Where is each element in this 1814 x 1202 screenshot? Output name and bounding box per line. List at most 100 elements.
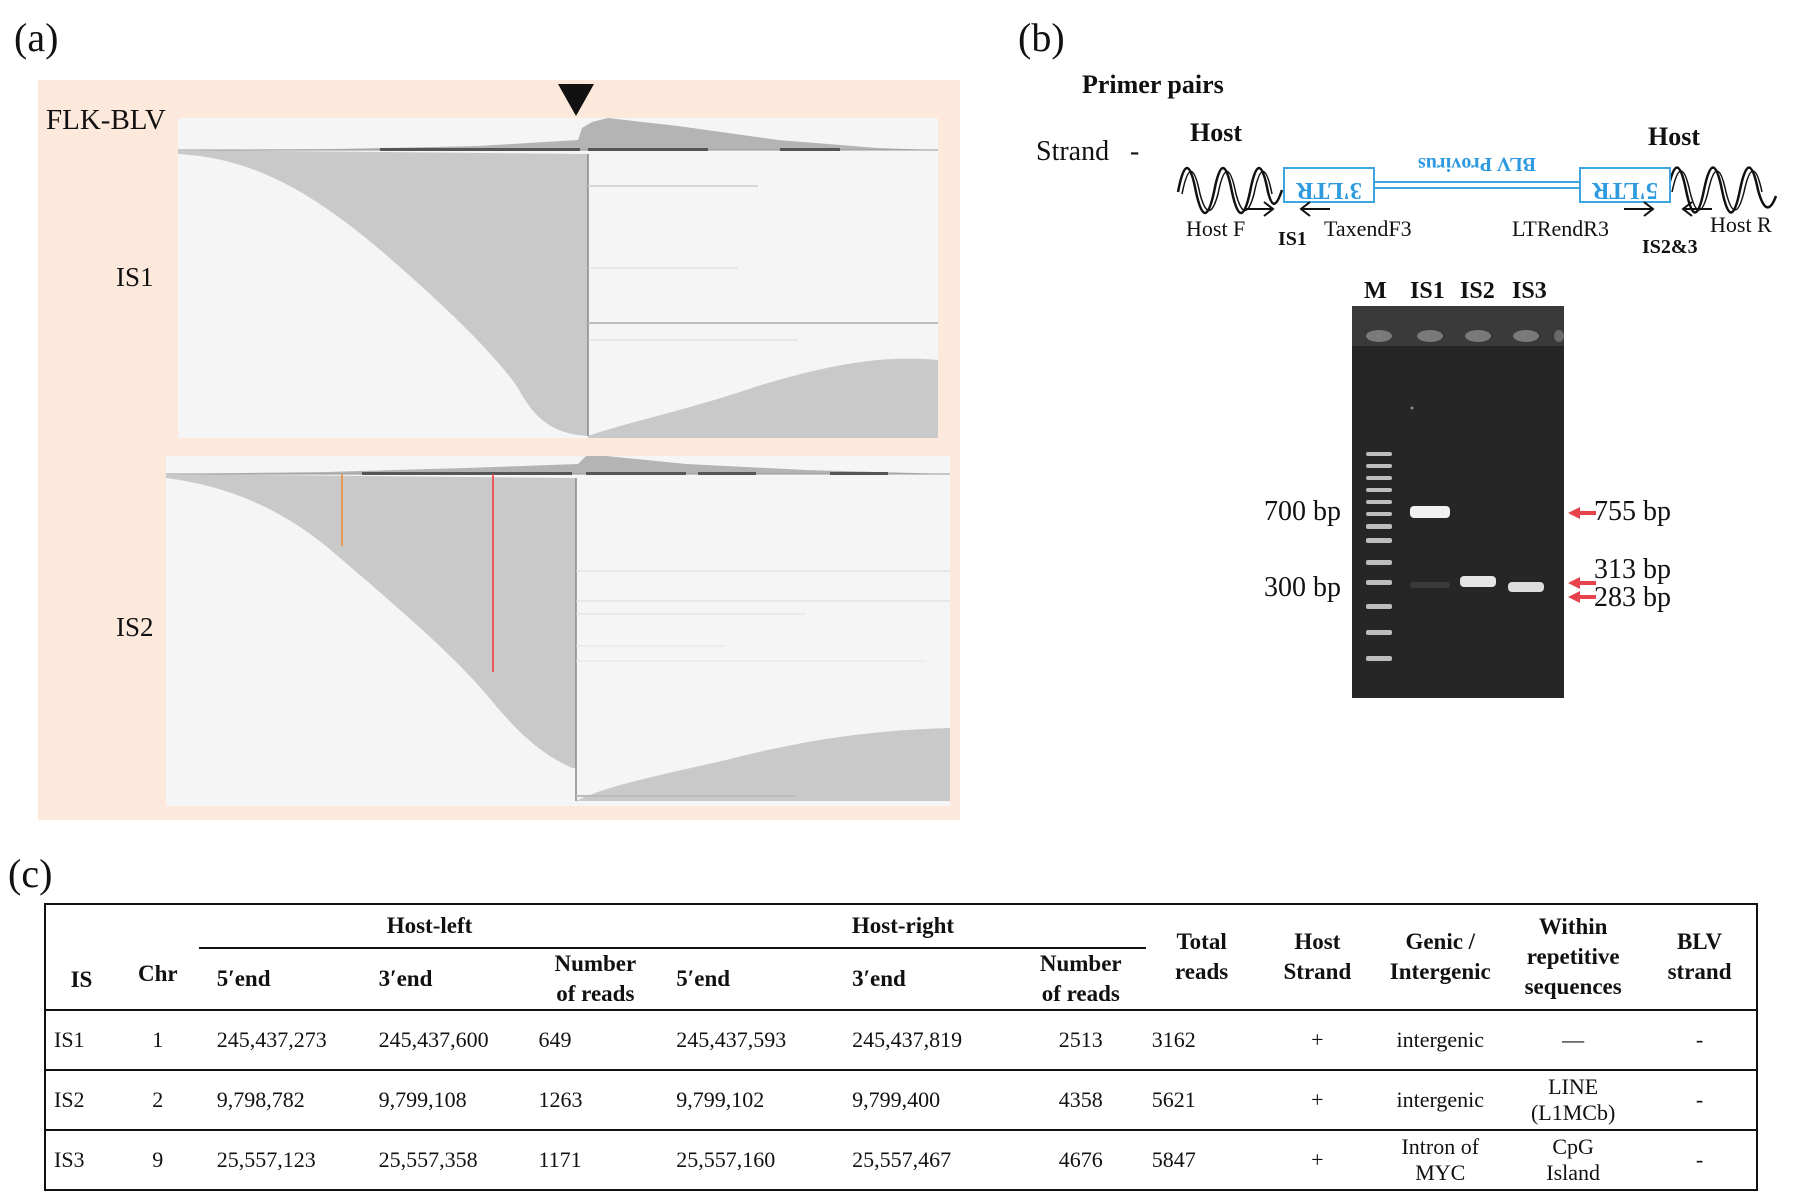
cell-total: 5847 <box>1151 1147 1196 1172</box>
cell-genic: intergenic <box>1396 1087 1485 1112</box>
ltr-left-text: 3'LTR <box>1296 177 1362 203</box>
ladder-bands <box>1366 452 1392 661</box>
marker-300bp: 300 bp <box>1264 572 1341 603</box>
cell-hrn: 2513 <box>1058 1027 1103 1052</box>
header-is: IS <box>70 967 93 992</box>
integration-site-table: IS Chr Host-left Host-right Total reads H… <box>44 903 1758 1191</box>
cell-blv: - <box>1695 1027 1704 1052</box>
cell-genic: Intron of MYC <box>1401 1134 1480 1185</box>
host-right-dna <box>1666 166 1778 214</box>
ltr-left-box <box>1283 167 1375 203</box>
reference-label: FLK-BLV <box>46 104 166 136</box>
header-hr-3end: 3′end <box>852 966 906 991</box>
cell-blv: - <box>1695 1147 1704 1172</box>
panel-b-label: (b) <box>1018 15 1065 60</box>
cell-hr5: 9,799,102 <box>676 1087 765 1112</box>
panel-c-label: (c) <box>8 851 53 896</box>
product-arrow-icon <box>1568 576 1596 590</box>
product-arrow-icon <box>1568 590 1596 604</box>
cell-chr: 9 <box>152 1147 164 1172</box>
cell-blv: - <box>1695 1087 1704 1112</box>
cell-hl5: 25,557,123 <box>216 1147 316 1172</box>
cell-hr5: 245,437,593 <box>676 1027 787 1052</box>
cell-is: IS2 <box>54 1087 85 1112</box>
read-pileup-is2 <box>166 456 950 806</box>
host-r-arrow-icon <box>1680 200 1712 218</box>
table-row: IS1 1 245,437,273 245,437,600 649 245,437,593… <box>45 1010 1757 1070</box>
product-arrow-icon <box>1568 506 1596 520</box>
cell-hln: 1263 <box>538 1087 583 1112</box>
cell-hl3: 25,557,358 <box>378 1147 478 1172</box>
band-is2 <box>1460 576 1496 587</box>
header-hl-5end: 5′end <box>216 966 271 991</box>
product-283bp: 283 bp <box>1594 582 1671 613</box>
cell-is: IS1 <box>54 1027 85 1052</box>
strand-label: Strand <box>1036 136 1110 167</box>
gel-lane-is1: IS1 <box>1410 278 1445 304</box>
header-host-right: Host-right <box>660 904 1146 949</box>
ltrend-arrow-icon <box>1624 200 1656 218</box>
host-right-label: Host <box>1648 122 1700 151</box>
taxend-label: TaxendF3 <box>1324 216 1412 241</box>
primer-pairs-title: Primer pairs <box>1082 70 1224 99</box>
left-read-block <box>178 150 588 436</box>
host-r-label: Host R <box>1710 212 1772 237</box>
cell-hl5: 9,798,782 <box>216 1087 305 1112</box>
cell-hr3: 25,557,467 <box>852 1147 952 1172</box>
track-label-is2: IS2 <box>116 612 154 642</box>
host-f-arrow-icon <box>1244 200 1276 218</box>
table-row: IS3 9 25,557,123 25,557,358 1171 25,557,160 25… <box>45 1130 1757 1190</box>
cell-total: 3162 <box>1151 1027 1196 1052</box>
band-is1 <box>1410 506 1450 518</box>
gel-image <box>1352 306 1564 698</box>
cell-genic: intergenic <box>1396 1027 1485 1052</box>
cell-hr3: 245,437,819 <box>852 1027 963 1052</box>
right-read-block <box>588 358 938 438</box>
marker-700bp: 700 bp <box>1264 496 1341 527</box>
cell-rep: — <box>1562 1027 1585 1052</box>
is1-primer-group: IS1 <box>1278 228 1307 250</box>
cell-hr3: 9,799,400 <box>852 1087 941 1112</box>
band-is3 <box>1508 582 1544 592</box>
cell-strand: + <box>1311 1027 1324 1052</box>
header-blv-strand: BLV strand <box>1667 929 1732 984</box>
cell-hl3: 9,799,108 <box>378 1087 467 1112</box>
product-313bp: 313 bp <box>1594 554 1671 585</box>
header-hr-5end: 5′end <box>676 966 731 991</box>
strand-sign: - <box>1130 136 1140 167</box>
host-left-dna <box>1176 167 1284 215</box>
header-genic: Genic / Intergenic <box>1389 929 1491 984</box>
left-read-block <box>166 474 576 768</box>
gel-lane-m: M <box>1364 278 1387 304</box>
gel-lane-is2: IS2 <box>1460 278 1495 304</box>
coverage-histogram <box>178 118 938 150</box>
panel-a-label: (a) <box>14 15 59 60</box>
cell-hln: 649 <box>538 1027 572 1052</box>
header-repetitive: Within repetitive sequences <box>1524 914 1622 999</box>
host-f-label: Host F <box>1186 216 1246 241</box>
alignment-track-is2 <box>166 456 950 806</box>
coverage-histogram <box>166 456 950 474</box>
product-755bp: 755 bp <box>1594 496 1671 527</box>
cell-hl5: 245,437,273 <box>216 1027 327 1052</box>
header-host-strand: Host Strand <box>1283 929 1352 984</box>
cell-hln: 1171 <box>538 1147 582 1172</box>
header-total-reads: Total reads <box>1174 929 1229 984</box>
cell-chr: 1 <box>152 1027 164 1052</box>
header-chr: Chr <box>137 961 178 986</box>
cell-is: IS3 <box>54 1147 85 1172</box>
alignment-track-is1 <box>178 118 938 438</box>
ltr-right-text: 5'LTR <box>1592 177 1658 203</box>
header-hr-reads: Number of reads <box>1039 951 1122 1006</box>
provirus-text: BLV Provirus <box>1418 153 1536 175</box>
right-read-block <box>576 728 950 801</box>
cell-hr5: 25,557,160 <box>676 1147 776 1172</box>
cell-strand: + <box>1311 1087 1324 1112</box>
cell-chr: 2 <box>152 1087 164 1112</box>
header-host-left: Host-left <box>198 904 661 949</box>
taxend-arrow-icon <box>1298 200 1330 218</box>
header-hl-reads: Number of reads <box>554 951 637 1006</box>
cell-hl3: 245,437,600 <box>378 1027 489 1052</box>
gel-lane-is3: IS3 <box>1512 278 1547 304</box>
cell-total: 5621 <box>1151 1087 1196 1112</box>
